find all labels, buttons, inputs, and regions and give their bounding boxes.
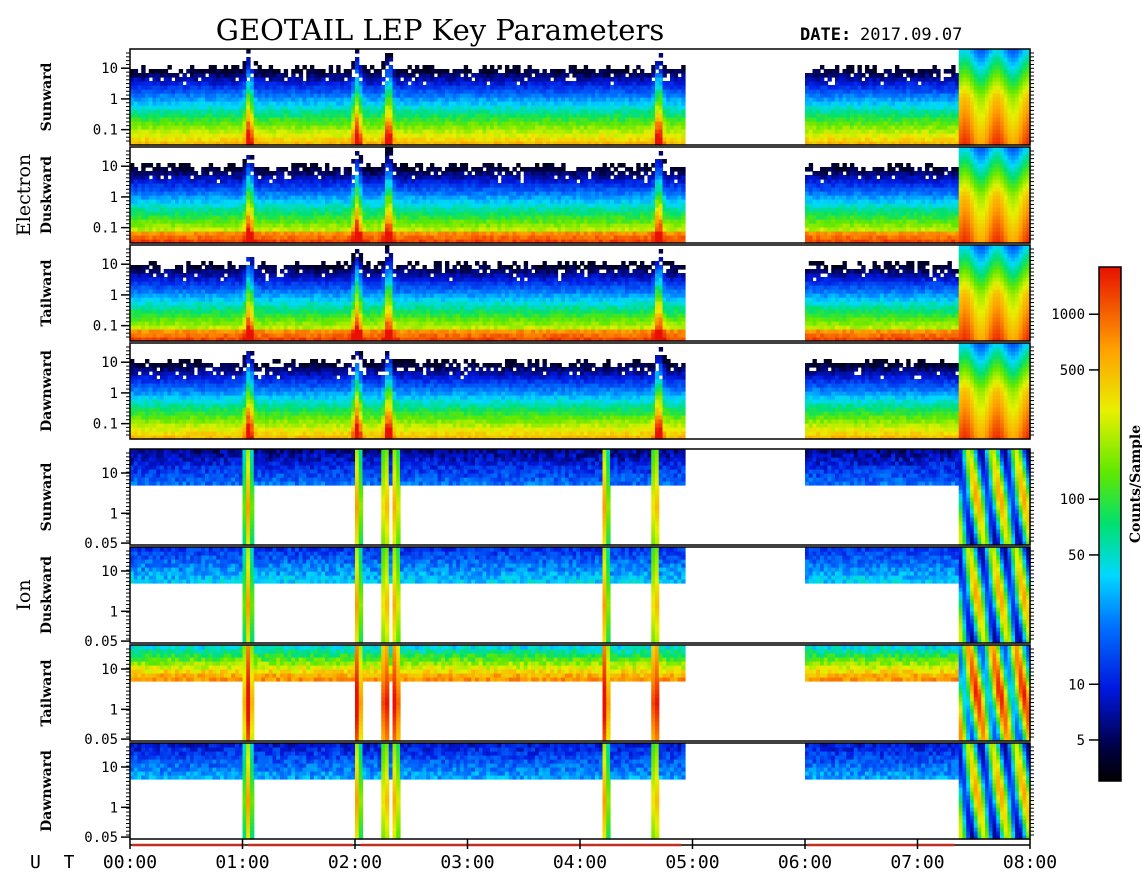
colorbar-tick-label: 50 (1068, 548, 1085, 564)
x-tick-label: 00:00 (103, 852, 157, 873)
colorbar-tick-label: 5 (1077, 733, 1085, 749)
x-tick-label: 03:00 (440, 852, 494, 873)
y-tick-label: 1 (110, 800, 118, 816)
group-label-electron: Electron (13, 154, 35, 236)
y-tick-label: 0.1 (93, 221, 118, 237)
panel-direction-label: Sunward (39, 62, 55, 131)
y-tick-label: 10 (101, 760, 118, 776)
y-tick-label: 0.1 (93, 417, 118, 433)
electron-panel-duskward: 10 1 0.1 Duskward (39, 146, 1034, 244)
panel-direction-label: Tailward (39, 659, 55, 726)
electron-panel-sunward: 10 1 0.1 Sunward (39, 48, 1034, 146)
x-axis-label: U T (30, 852, 81, 873)
group-labels: Electron Ion (13, 154, 35, 611)
y-tick-label: 0.05 (84, 830, 118, 846)
y-tick-label: 0.1 (93, 319, 118, 335)
panel-direction-label: Dawnward (39, 750, 55, 832)
y-tick-label: 1 (110, 386, 118, 402)
y-tick-label: 0.05 (84, 634, 118, 650)
y-tick-label: 10 (101, 61, 118, 77)
y-tick-label: 1 (110, 288, 118, 304)
colorbar-tick-label: 1000 (1051, 307, 1085, 323)
y-tick-label: 10 (101, 355, 118, 371)
date-value: 2017.09.07 (860, 25, 962, 45)
y-tick-label: 0.05 (84, 732, 118, 748)
colorbar-tick-label: 100 (1060, 492, 1085, 508)
date-label: DATE: (800, 25, 851, 45)
x-tick-label: 08:00 (1003, 852, 1057, 873)
group-label-ion: Ion (13, 579, 35, 610)
ion-panel-dawnward: 10 1 0.05 Dawnward (39, 742, 1034, 846)
y-tick-label: 10 (101, 257, 118, 273)
ion-panel-duskward: 10 1 0.05 Duskward (39, 546, 1034, 650)
y-tick-label: 1 (110, 190, 118, 206)
colorbar-tick-label: 10 (1068, 677, 1085, 693)
y-tick-label: 0.1 (93, 123, 118, 139)
y-tick-label: 10 (101, 564, 118, 580)
y-tick-label: 1 (110, 702, 118, 718)
x-tick-label: 04:00 (553, 852, 607, 873)
y-tick-label: 1 (110, 92, 118, 108)
x-tick-label: 02:00 (328, 852, 382, 873)
panel-direction-label: Dawnward (39, 350, 55, 432)
figure-title: GEOTAIL LEP Key Parameters (216, 13, 664, 47)
electron-panel-tailward: 10 1 0.1 Tailward (39, 244, 1034, 342)
panel-direction-label: Duskward (39, 156, 55, 234)
y-tick-label: 10 (101, 466, 118, 482)
panel-direction-label: Sunward (39, 462, 55, 531)
spectrogram-panels: 10 1 0.1 Sunward 10 1 0.1 Duskward 10 1 0.1 Tailwar… (39, 48, 1034, 846)
colorbar-gradient (1098, 266, 1122, 782)
electron-panel-dawnward: 10 1 0.1 Dawnward (39, 342, 1034, 440)
x-tick-label: 06:00 (778, 852, 832, 873)
y-tick-label: 0.05 (84, 536, 118, 552)
y-tick-label: 10 (101, 662, 118, 678)
panel-direction-label: Duskward (39, 556, 55, 634)
colorbar-label: Counts/Sample (1128, 425, 1142, 543)
colorbar-tick-label: 500 (1060, 363, 1085, 379)
ion-panel-sunward: 10 1 0.05 Sunward (39, 448, 1034, 552)
ion-panel-tailward: 10 1 0.05 Tailward (39, 644, 1034, 748)
panel-direction-label: Tailward (39, 259, 55, 326)
y-tick-label: 10 (101, 159, 118, 175)
y-tick-label: 1 (110, 506, 118, 522)
time-axis: 00:00 01:00 02:00 03:00 04:00 05:00 06:00 07:00… (30, 839, 1057, 873)
y-tick-label: 1 (110, 604, 118, 620)
colorbar: 1000 500 100 50 10 5 Counts/Sample (1051, 266, 1142, 782)
x-tick-label: 05:00 (665, 852, 719, 873)
x-tick-label: 07:00 (890, 852, 944, 873)
x-tick-label: 01:00 (215, 852, 269, 873)
